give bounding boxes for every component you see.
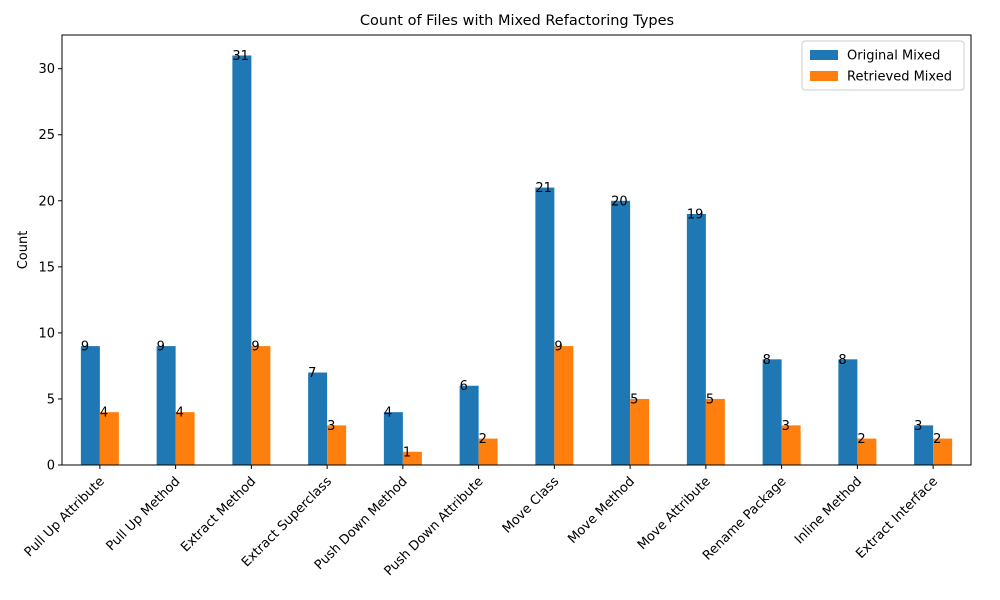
y-tick-label-3: 15 <box>38 260 55 275</box>
bars-group <box>80 55 953 466</box>
data-label-series-1-1: 4 <box>176 406 184 421</box>
data-label-series-1-4: 1 <box>403 445 411 460</box>
legend-box <box>801 40 965 91</box>
y-axis: 0 5 10 15 20 25 30 <box>38 62 62 474</box>
plot-frame <box>61 34 972 466</box>
bar-series-1-11 <box>933 438 953 465</box>
bar-series-0-6 <box>535 187 555 466</box>
legend-swatch-1 <box>810 71 838 81</box>
y-tick-label-1: 5 <box>47 392 55 407</box>
y-tick-label-5: 25 <box>38 128 55 143</box>
data-label-series-0-8: 19 <box>687 208 704 223</box>
data-label-series-0-10: 8 <box>838 353 846 368</box>
data-label-series-0-5: 6 <box>460 379 468 394</box>
chart-title: Count of Files with Mixed Refactoring Ty… <box>360 13 674 29</box>
bar-series-1-5 <box>478 438 498 465</box>
legend-label-1: Retrieved Mixed <box>847 70 952 85</box>
data-label-series-1-11: 2 <box>933 432 941 447</box>
data-label-series-1-5: 2 <box>479 432 487 447</box>
data-label-series-0-3: 7 <box>308 366 316 381</box>
y-tick-label-6: 30 <box>38 62 55 77</box>
data-label-series-0-7: 20 <box>611 194 628 209</box>
bar-series-0-9 <box>762 359 782 465</box>
data-label-series-1-9: 3 <box>782 419 790 434</box>
legend-swatch-0 <box>810 50 838 60</box>
bar-series-0-10 <box>838 359 858 465</box>
bar-series-1-6 <box>554 346 574 465</box>
data-label-series-1-8: 5 <box>706 392 714 407</box>
bar-series-1-2 <box>251 346 271 465</box>
bar-series-1-8 <box>705 398 725 465</box>
bar-series-0-11 <box>914 425 934 465</box>
y-axis-label: Count <box>16 231 31 270</box>
data-label-series-1-3: 3 <box>327 419 335 434</box>
bar-series-0-8 <box>686 214 706 465</box>
data-label-series-0-1: 9 <box>157 340 165 355</box>
bar-series-0-4 <box>383 412 403 465</box>
y-tick-label-2: 10 <box>38 326 55 341</box>
data-label-series-0-6: 21 <box>535 181 552 196</box>
y-tick-label-4: 20 <box>38 194 55 209</box>
data-label-series-0-2: 31 <box>232 49 249 64</box>
bar-series-1-7 <box>630 398 650 465</box>
data-label-series-0-11: 3 <box>914 419 922 434</box>
bar-series-0-5 <box>459 385 479 465</box>
bar-series-0-0 <box>80 346 100 465</box>
bar-series-0-7 <box>611 200 631 466</box>
data-label-series-0-4: 4 <box>384 406 392 421</box>
bar-series-0-1 <box>156 346 176 465</box>
legend: Original Mixed Retrieved Mixed <box>801 40 965 91</box>
bar-series-1-10 <box>857 438 877 465</box>
bar-series-1-4 <box>402 451 422 465</box>
bar-series-1-0 <box>99 412 119 465</box>
bar-series-0-3 <box>308 372 328 465</box>
bar-series-1-3 <box>327 425 347 465</box>
bar-series-1-9 <box>781 425 801 465</box>
bar-series-0-2 <box>232 55 252 465</box>
y-tick-label-0: 0 <box>47 459 55 474</box>
data-label-series-1-2: 9 <box>251 340 259 355</box>
legend-label-0: Original Mixed <box>847 49 940 64</box>
data-label-series-1-7: 5 <box>630 392 638 407</box>
bar-series-1-1 <box>175 412 195 465</box>
data-label-series-1-10: 2 <box>857 432 865 447</box>
data-label-series-0-0: 9 <box>81 340 89 355</box>
data-label-series-1-0: 4 <box>100 406 108 421</box>
data-label-series-0-9: 8 <box>763 353 771 368</box>
data-label-series-1-6: 9 <box>554 340 562 355</box>
